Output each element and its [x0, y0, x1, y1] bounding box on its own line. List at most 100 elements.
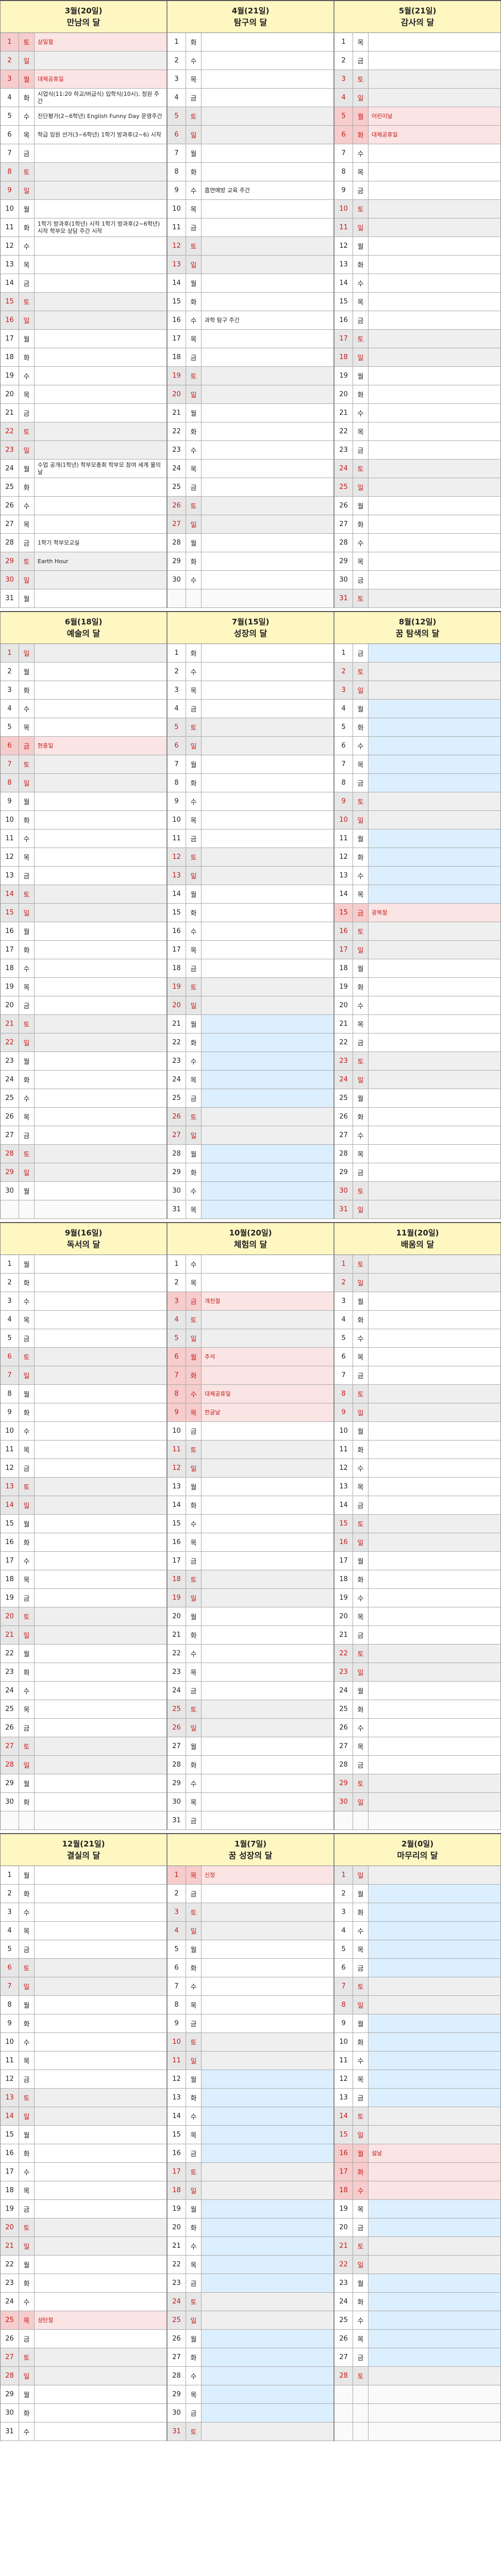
day-number: 18 — [168, 2181, 186, 2199]
weekday: 수 — [353, 867, 369, 885]
day-row: 20 수 — [335, 996, 500, 1015]
day-event — [202, 1940, 333, 1958]
day-number: 4 — [1, 700, 19, 718]
weekday: 토 — [19, 2218, 35, 2236]
day-event — [369, 1922, 500, 1940]
weekday: 토 — [353, 2237, 369, 2255]
weekday: 목 — [353, 1348, 369, 1366]
day-row: 18 목 — [1, 2181, 166, 2200]
weekday: 목 — [353, 755, 369, 773]
day-event — [369, 367, 500, 385]
day-row: 23 월 — [1, 1052, 166, 1071]
day-row: 13 토 — [1, 2089, 166, 2107]
day-row: 15 목 — [335, 293, 500, 311]
calendar-row: 12월(21일) 결실의 달 1 월 2 화 3 수 4 목 5 금 6 토 7 일 8 월 9 화 10 수 11 목 12 금… — [0, 1833, 501, 2441]
day-event — [35, 2293, 166, 2311]
day-event — [35, 2033, 166, 2051]
day-number: 10 — [168, 811, 186, 829]
day-event — [369, 2218, 500, 2236]
day-number: 2 — [335, 52, 353, 70]
day-row: 26 수 — [335, 1719, 500, 1737]
day-row: 25 일 — [168, 2311, 333, 2330]
day-number: 19 — [335, 367, 353, 385]
day-number: 28 — [168, 534, 186, 552]
day-event — [369, 1163, 500, 1181]
day-number: 3 — [335, 1903, 353, 1921]
day-event — [202, 1533, 333, 1551]
day-event — [369, 218, 500, 236]
weekday: 목 — [353, 1940, 369, 1958]
day-row: 26 목 — [1, 1108, 166, 1126]
day-event — [369, 256, 500, 274]
weekday: 월 — [19, 1996, 35, 2014]
weekday: 목 — [353, 1145, 369, 1163]
day-number: 31 — [335, 1200, 353, 1218]
month-block: 12월(21일) 결실의 달 1 월 2 화 3 수 4 목 5 금 6 토 7 일 8 월 9 화 10 수 11 목 12 금… — [0, 1834, 167, 2441]
weekday: 일 — [353, 1996, 369, 2014]
weekday: 화 — [19, 89, 35, 107]
day-number: 5 — [1, 107, 19, 125]
day-event — [35, 1292, 166, 1310]
day-event — [35, 1422, 166, 1440]
day-number: 5 — [168, 1329, 186, 1347]
day-event — [35, 515, 166, 533]
day-number: 10 — [335, 811, 353, 829]
day-event — [369, 1940, 500, 1958]
day-number: 22 — [1, 2256, 19, 2274]
day-number: 1 — [1, 1866, 19, 1884]
weekday: 금 — [19, 737, 35, 755]
weekday: 수 — [353, 274, 369, 292]
day-number: 6 — [168, 1959, 186, 1977]
month-name: 7월(15일) — [231, 617, 270, 626]
weekday: 목 — [19, 1570, 35, 1588]
weekday: 금 — [19, 274, 35, 292]
weekday — [19, 1811, 35, 1829]
day-row: 16 일 — [335, 1533, 500, 1552]
day-event — [369, 2070, 500, 2088]
day-event — [35, 1885, 166, 1903]
day-number: 15 — [168, 2126, 186, 2144]
weekday: 금 — [353, 441, 369, 459]
day-event — [369, 515, 500, 533]
day-event — [35, 811, 166, 829]
day-row: 24 월 수업 공개(1학년) 학부모총회 학부모 참여 세계 물의 날 — [1, 460, 166, 478]
day-row: 14 일 — [1, 1496, 166, 1515]
weekday: 월 — [19, 2126, 35, 2144]
day-number: 8 — [1, 774, 19, 792]
weekday: 화 — [186, 2348, 202, 2366]
weekday: 금 — [186, 1885, 202, 1903]
weekday: 월 — [19, 330, 35, 348]
weekday — [353, 1811, 369, 1829]
day-number: 30 — [1, 1182, 19, 1200]
weekday: 화 — [19, 1885, 35, 1903]
day-row: 22 월 — [1, 1645, 166, 1663]
day-event — [202, 589, 333, 607]
weekday: 목 — [353, 1478, 369, 1496]
day-number: 7 — [335, 755, 353, 773]
day-event — [369, 1385, 500, 1403]
day-number: 17 — [335, 330, 353, 348]
day-row: 1 토 삼일절 — [1, 33, 166, 52]
month-block: 10월(20일) 체험의 달 1 수 2 목 3 금 개천절 4 토 5 일 6 월 추석 7 화 8 수 대체공휴일 9… — [167, 1223, 334, 1830]
weekday: 월 — [186, 1737, 202, 1755]
day-number: 15 — [1, 904, 19, 922]
weekday: 수 — [186, 1385, 202, 1403]
day-event — [369, 1719, 500, 1737]
weekday: 금 — [186, 1811, 202, 1829]
day-event — [35, 1182, 166, 1200]
day-row: 20 목 — [335, 1607, 500, 1626]
day-event — [35, 1645, 166, 1663]
day-number: 6 — [335, 1348, 353, 1366]
weekday: 토 — [186, 497, 202, 515]
weekday: 수 — [186, 1515, 202, 1533]
day-row: 20 일 — [168, 996, 333, 1015]
day-row: 21 토 — [1, 1015, 166, 1033]
day-event — [202, 497, 333, 515]
day-event — [369, 1515, 500, 1533]
day-row: 11 수 — [1, 829, 166, 848]
